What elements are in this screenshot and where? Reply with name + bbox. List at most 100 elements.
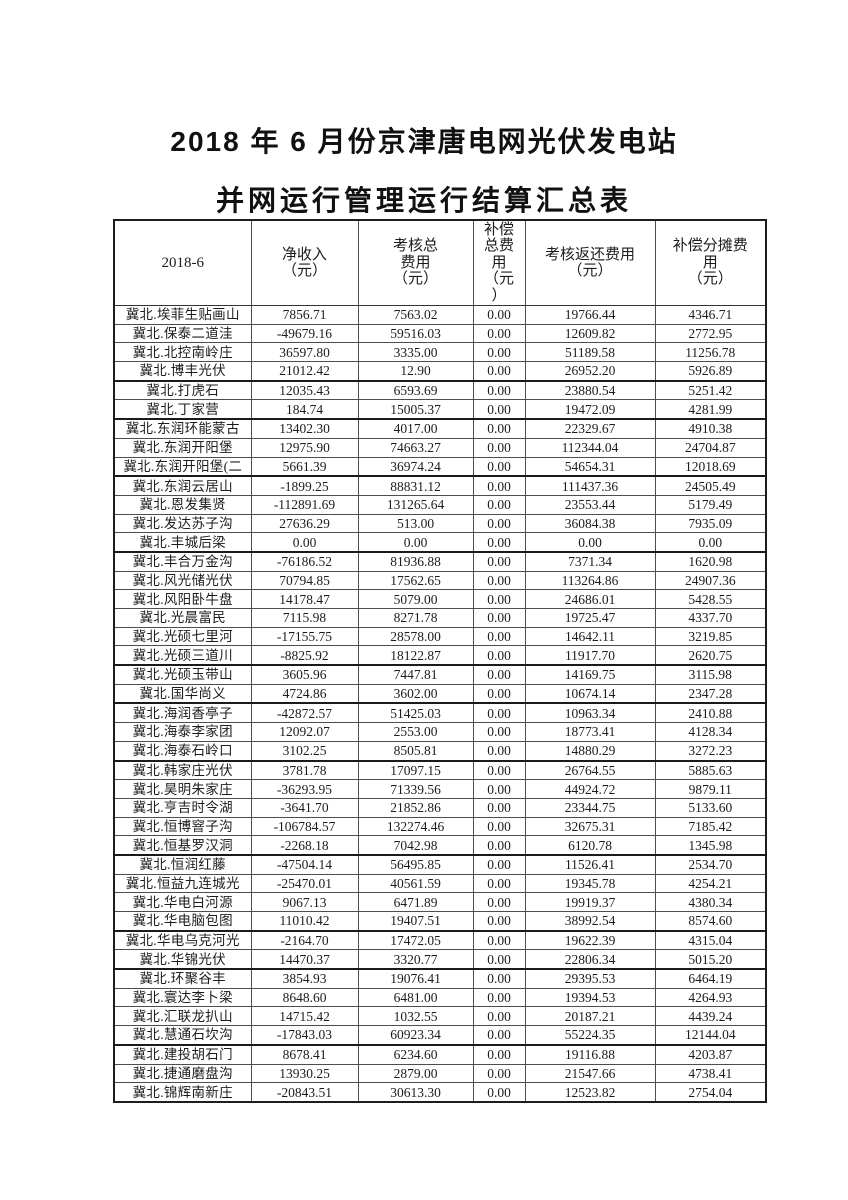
value-cell: 0.00	[472, 1044, 526, 1065]
column-header-assessment-refund-fee: 考核返还费用 （元）	[524, 219, 656, 306]
table-row: 冀北.东润开阳堡(二 5661.39 36974.24 0.00 54654.31 120…	[113, 456, 767, 478]
station-name-cell: 冀北.寰达李卜梁	[113, 987, 252, 1008]
value-cell: 10674.14	[524, 683, 656, 705]
value-cell: 22806.34	[524, 949, 656, 971]
value-cell: 18122.87	[357, 645, 474, 667]
station-name-cell: 冀北.建投胡石门	[113, 1044, 252, 1065]
value-cell: 3102.25	[250, 740, 359, 762]
value-cell: 4337.70	[654, 608, 767, 628]
station-name-cell: 冀北.东润云居山	[113, 475, 252, 496]
value-cell: 2553.00	[357, 722, 474, 742]
value-cell: 0.00	[472, 930, 526, 951]
value-cell: 19394.53	[524, 987, 656, 1008]
value-cell: 7563.02	[357, 305, 474, 325]
value-cell: 8678.41	[250, 1044, 359, 1065]
value-cell: 12092.07	[250, 722, 359, 742]
table-row: 冀北.北控南岭庄 36597.80 3335.00 0.00 51189.58 11256…	[113, 342, 767, 363]
value-cell: 51189.58	[524, 342, 656, 363]
station-name-cell: 冀北.恒润红藤	[113, 854, 252, 875]
value-cell: 12.90	[357, 361, 474, 382]
value-cell: 29395.53	[524, 968, 656, 989]
value-cell: 14715.42	[250, 1006, 359, 1027]
value-cell: 5251.42	[654, 380, 767, 401]
table-row: 冀北.光硕七里河 -17155.75 28578.00 0.00 14642.11 321…	[113, 626, 767, 647]
value-cell: 2620.75	[654, 645, 767, 667]
value-cell: 19919.37	[524, 892, 656, 912]
table-row: 冀北.恩发集贤 -112891.69 131265.64 0.00 23553.44 51…	[113, 494, 767, 515]
table-row: 冀北.韩家庄光伏 3781.78 17097.15 0.00 26764.55 5885.…	[113, 759, 767, 781]
value-cell: 2410.88	[654, 702, 767, 724]
header-line: 净收入	[281, 246, 327, 263]
table-row: 冀北.丰合万金沟 -76186.52 81936.88 0.00 7371.34 1620…	[113, 551, 767, 572]
column-header-assessment-total-fee: 考核总 费用 （元）	[357, 219, 474, 306]
value-cell: 7856.71	[250, 305, 359, 325]
table-row: 冀北.建投胡石门 8678.41 6234.60 0.00 19116.88 4203.8…	[113, 1044, 767, 1065]
station-name-cell: 冀北.丰城后梁	[113, 532, 252, 553]
value-cell: 3602.00	[357, 683, 474, 705]
value-cell: 0.00	[524, 532, 656, 553]
value-cell: 0.00	[472, 589, 526, 609]
value-cell: 113264.86	[524, 570, 656, 591]
table-header: 2018-6 净收入 （元） 考核总 费用 （元） 补偿 总费用（元）考核返还费用 （元） 补偿分…	[113, 219, 767, 306]
table-row: 冀北.东润环能蒙古 13402.30 4017.00 0.00 22329.67 4910…	[113, 418, 767, 439]
value-cell: 0.00	[472, 305, 526, 325]
value-cell: 2754.04	[654, 1082, 767, 1103]
value-cell: 6593.69	[357, 380, 474, 401]
table-row: 冀北.昊明朱家庄 -36293.95 71339.56 0.00 44924.72 987…	[113, 779, 767, 799]
value-cell: 36597.80	[250, 342, 359, 363]
value-cell: 14470.37	[250, 949, 359, 971]
value-cell: 0.00	[472, 645, 526, 667]
value-cell: 5079.00	[357, 589, 474, 609]
value-cell: 8648.60	[250, 987, 359, 1008]
value-cell: 5885.63	[654, 759, 767, 781]
table-row: 冀北.光硕玉带山 3605.96 7447.81 0.00 14169.75 3115.9…	[113, 664, 767, 685]
value-cell: 12018.69	[654, 456, 767, 478]
value-cell: 21852.86	[357, 797, 474, 818]
header-line: （元）	[281, 263, 327, 279]
value-cell: 3335.00	[357, 342, 474, 363]
value-cell: 38992.54	[524, 910, 656, 932]
value-cell: 9879.11	[654, 779, 767, 799]
value-cell: 9067.13	[250, 892, 359, 912]
station-name-cell: 冀北.华电乌克河光	[113, 930, 252, 951]
value-cell: 12523.82	[524, 1082, 656, 1103]
station-name-cell: 冀北.汇联龙扒山	[113, 1006, 252, 1027]
table-row: 冀北.寰达李卜梁 8648.60 6481.00 0.00 19394.53 4264.9…	[113, 987, 767, 1008]
table-row: 冀北.恒益九连城光 -25470.01 40561.59 0.00 19345.78 42…	[113, 873, 767, 894]
value-cell: 0.00	[472, 1082, 526, 1103]
value-cell: 0.00	[472, 475, 526, 496]
table-row: 冀北.海泰李家团 12092.07 2553.00 0.00 18773.41 4128.…	[113, 722, 767, 742]
value-cell: 19472.09	[524, 399, 656, 421]
value-cell: 17097.15	[357, 759, 474, 781]
value-cell: 0.00	[472, 626, 526, 647]
value-cell: 0.00	[472, 608, 526, 628]
value-cell: 5133.60	[654, 797, 767, 818]
station-name-cell: 冀北.海润香亭子	[113, 702, 252, 724]
value-cell: 0.00	[472, 683, 526, 705]
station-name-cell: 冀北.捷通磨盘沟	[113, 1063, 252, 1084]
value-cell: -49679.16	[250, 323, 359, 344]
value-cell: 4724.86	[250, 683, 359, 705]
table-row: 冀北.博丰光伏 21012.42 12.90 0.00 26952.20 5926.89	[113, 361, 767, 382]
header-line: 总费	[483, 238, 514, 255]
value-cell: 11256.78	[654, 342, 767, 363]
table-row: 冀北.国华尚义 4724.86 3602.00 0.00 10674.14 2347.28	[113, 683, 767, 705]
value-cell: 513.00	[357, 513, 474, 534]
value-cell: 0.00	[472, 361, 526, 382]
header-line: 用	[491, 254, 507, 271]
value-cell: 1620.98	[654, 551, 767, 572]
table-row: 冀北.打虎石 12035.43 6593.69 0.00 23880.54 5251.42	[113, 380, 767, 401]
value-cell: 7371.34	[524, 551, 656, 572]
station-name-cell: 冀北.保泰二道洼	[113, 323, 252, 344]
value-cell: 0.00	[472, 740, 526, 762]
station-name-cell: 冀北.海泰石岭口	[113, 740, 252, 762]
value-cell: 3320.77	[357, 949, 474, 971]
table-row: 冀北.海泰石岭口 3102.25 8505.81 0.00 14880.29 3272.2…	[113, 740, 767, 762]
value-cell: 0.00	[472, 323, 526, 344]
header-line: 补偿分摊费	[672, 238, 748, 255]
value-cell: 0.00	[472, 570, 526, 591]
station-name-cell: 冀北.东润开阳堡(二	[113, 456, 252, 478]
header-line: （元）	[687, 271, 733, 288]
value-cell: -8825.92	[250, 645, 359, 667]
value-cell: 0.00	[472, 816, 526, 837]
